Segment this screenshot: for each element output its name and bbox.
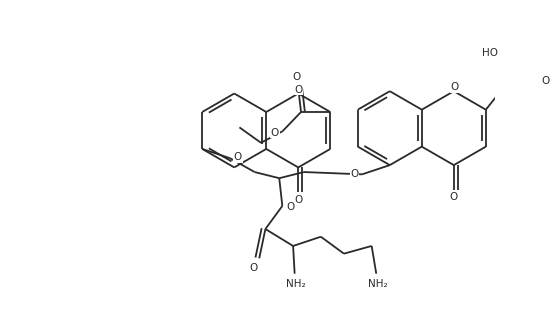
Text: O: O [451, 82, 459, 92]
Text: NH₂: NH₂ [368, 279, 387, 289]
Text: O: O [234, 152, 242, 162]
Text: HO: HO [483, 49, 499, 58]
Text: O: O [350, 169, 359, 179]
Text: O: O [294, 195, 302, 205]
Text: O: O [450, 192, 458, 202]
Text: O: O [249, 263, 257, 273]
Text: NH₂: NH₂ [287, 279, 306, 289]
Text: O: O [271, 128, 279, 138]
Text: O: O [294, 85, 302, 95]
Text: O: O [287, 202, 295, 212]
Text: O: O [541, 76, 549, 86]
Text: O: O [292, 72, 300, 82]
